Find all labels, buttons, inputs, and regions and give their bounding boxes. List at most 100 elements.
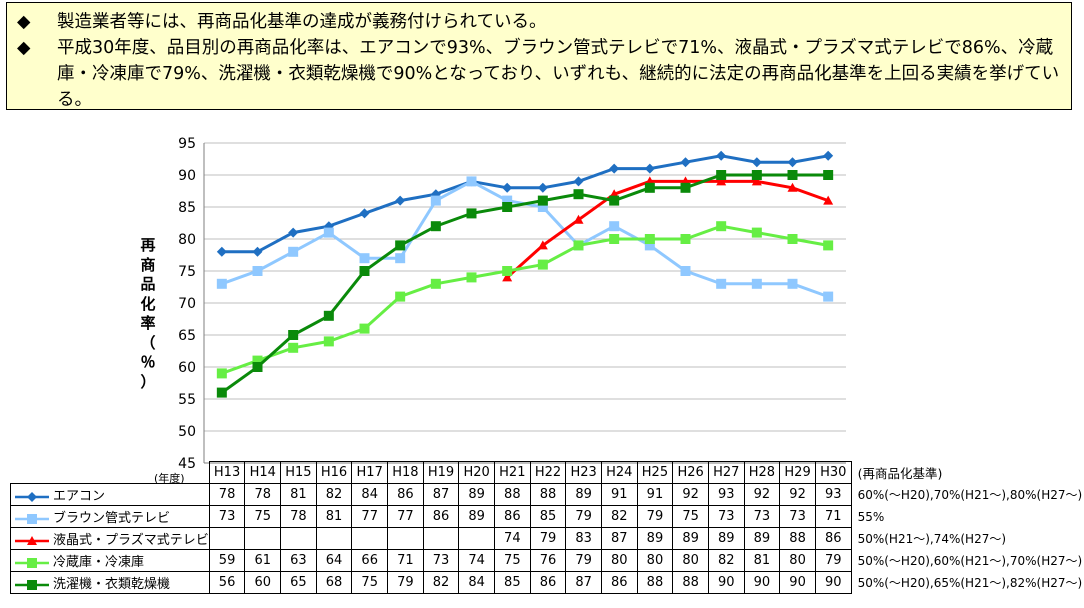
bullet-diamond-icon: ◆ — [17, 38, 31, 58]
data-point — [751, 170, 762, 180]
table-cell: 77 — [387, 505, 424, 528]
data-point — [288, 330, 299, 340]
table-cell: 84 — [351, 483, 389, 506]
table-cell: 71 — [387, 549, 424, 572]
data-point — [716, 278, 727, 289]
data-point — [502, 182, 513, 193]
table-cell: 82 — [600, 505, 638, 528]
data-point — [537, 240, 548, 250]
x-tick-label: H29 — [779, 461, 816, 484]
data-point — [537, 195, 548, 206]
legend-marker-icon — [15, 535, 49, 545]
data-table: H13 H14 H15 H16 H17 H18 H19 H20 H21 H22 H23 H24 H25 H… — [10, 461, 1083, 594]
legend-entry: 冷蔵庫・冷凍庫 — [10, 549, 210, 572]
x-tick-label: H27 — [707, 461, 745, 484]
data-point — [644, 234, 655, 244]
y-axis-label-char: 商 — [140, 255, 156, 274]
table-cell: 56 — [208, 571, 246, 594]
table-row: ブラウン管式テレビ 73 75 78 81 77 77 86 89 86 85 79 82 79 75 73 7… — [10, 505, 1083, 528]
data-point — [716, 176, 727, 186]
data-point — [751, 176, 762, 186]
data-point — [395, 240, 406, 251]
data-point — [216, 368, 227, 379]
data-point — [537, 202, 548, 212]
y-tick-label: 70 — [178, 296, 196, 312]
standard-header: (再商品化基準) — [857, 466, 943, 481]
table-cell: 73 — [422, 549, 460, 572]
table-cell: 73 — [779, 505, 816, 528]
y-axis-label-char: 再 — [140, 236, 156, 254]
y-tick-label: 60 — [178, 360, 196, 376]
table-row: 洗濯機・衣類乾燥機 56 60 65 68 75 79 82 84 85 86 87 86 88 88 90 9… — [10, 571, 1083, 594]
data-point — [573, 240, 584, 251]
data-point — [716, 170, 727, 180]
table-corner — [10, 461, 210, 484]
standard-value: 50%(H21～),74%(H27～) — [857, 532, 1007, 546]
data-point — [430, 195, 441, 206]
data-point — [537, 182, 548, 193]
table-cell: 59 — [208, 549, 246, 572]
data-point — [359, 266, 370, 276]
y-tick-label: 85 — [178, 200, 196, 216]
data-point — [430, 221, 441, 232]
data-point — [252, 362, 263, 372]
data-point — [787, 234, 798, 244]
table-cell: 79 — [814, 549, 852, 572]
data-point — [252, 266, 263, 276]
table-cell: 88 — [529, 483, 567, 506]
data-point — [609, 163, 620, 174]
table-cell — [208, 527, 246, 550]
series-line — [506, 179, 829, 279]
table-cell: 65 — [280, 571, 317, 594]
y-tick-label: 65 — [178, 328, 196, 344]
table-cell: 82 — [422, 571, 460, 594]
table-cell: 79 — [529, 527, 567, 550]
table-cell: 89 — [672, 527, 709, 550]
bullet-diamond-icon: ◆ — [17, 12, 31, 32]
data-point — [288, 246, 299, 257]
table-cell: 79 — [565, 505, 602, 528]
x-tick-label: H16 — [315, 461, 353, 484]
table-cell: 85 — [529, 505, 567, 528]
table-cell: 78 — [208, 483, 246, 506]
table-cell: 80 — [672, 549, 709, 572]
table-cell — [351, 527, 389, 550]
series-line — [220, 173, 829, 394]
y-tick-label: 75 — [178, 264, 196, 280]
table-cell: 73 — [208, 505, 246, 528]
table-cell — [244, 527, 282, 550]
y-axis-label-char: ％ — [140, 353, 156, 371]
standard-value: 50%(～H20),60%(H21～),70%(H27～) — [857, 554, 1083, 568]
table-cell: 75 — [351, 571, 389, 594]
data-point — [609, 221, 620, 232]
y-axis-label: 再商品化率（％） — [136, 236, 160, 392]
data-point — [680, 182, 691, 193]
table-cell: 88 — [672, 571, 709, 594]
x-tick-label: H18 — [387, 461, 424, 484]
x-tick-label: H25 — [636, 461, 674, 484]
data-point — [430, 278, 441, 289]
series-line — [221, 224, 829, 375]
data-point — [823, 195, 834, 205]
note-point-1: ◆ 製造業者等には、再商品化基準の達成が義務付けられている。 — [17, 9, 1061, 35]
table-cell: 91 — [636, 483, 674, 506]
x-tick-label: H21 — [494, 461, 531, 484]
legend-entry: 洗濯機・衣類乾燥機 — [10, 571, 210, 594]
data-point — [288, 342, 299, 353]
data-point — [573, 189, 584, 200]
x-tick-label: H30 — [814, 461, 852, 484]
legend-marker-icon — [15, 491, 49, 502]
legend-marker-icon — [15, 513, 49, 524]
data-point — [787, 157, 798, 168]
series-name: 洗濯機・衣類乾燥機 — [53, 577, 171, 592]
data-point — [395, 195, 406, 206]
data-point — [823, 240, 834, 251]
x-tick-label: H24 — [600, 461, 638, 484]
table-cell: 87 — [600, 527, 638, 550]
data-point — [502, 272, 513, 282]
table-cell: 89 — [707, 527, 745, 550]
series-name: エアコン — [53, 489, 106, 504]
data-point — [751, 157, 762, 168]
table-cell: 75 — [672, 505, 709, 528]
data-point — [680, 234, 691, 244]
